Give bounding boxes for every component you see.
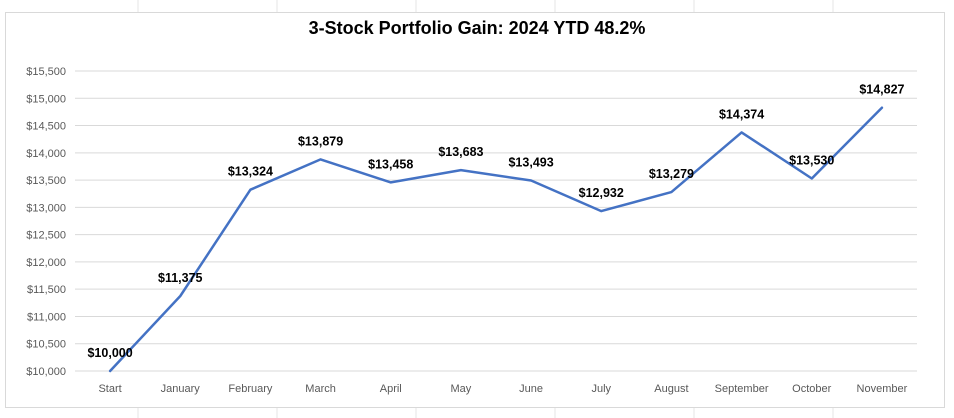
data-point — [529, 178, 533, 182]
x-tick-label: July — [591, 383, 611, 395]
data-label: $13,279 — [649, 167, 694, 181]
data-label: $10,000 — [87, 346, 132, 360]
x-tick-label: Start — [98, 383, 121, 395]
x-tick-label: June — [519, 383, 543, 395]
data-label: $13,683 — [438, 145, 483, 159]
x-tick-label: January — [161, 383, 201, 395]
x-tick-label: April — [380, 383, 402, 395]
x-tick-label: August — [654, 383, 688, 395]
x-tick-label: November — [857, 383, 908, 395]
y-tick-label: $13,000 — [26, 202, 66, 214]
data-point — [108, 369, 112, 373]
x-tick-label: February — [228, 383, 273, 395]
data-label: $14,374 — [719, 107, 764, 121]
y-tick-label: $10,500 — [26, 339, 66, 351]
chart-area[interactable] — [5, 12, 945, 408]
data-label: $13,493 — [508, 155, 553, 169]
data-point — [459, 168, 463, 172]
data-point — [389, 180, 393, 184]
y-tick-label: $11,500 — [27, 284, 66, 296]
data-point — [669, 190, 673, 194]
y-tick-label: $12,500 — [26, 230, 66, 242]
data-point — [880, 106, 884, 110]
data-point — [178, 294, 182, 298]
y-tick-label: $13,500 — [26, 175, 66, 187]
data-label: $14,827 — [859, 83, 904, 97]
y-tick-label: $11,000 — [27, 311, 66, 323]
y-tick-label: $15,000 — [26, 93, 66, 105]
x-tick-label: May — [451, 383, 472, 395]
data-point — [810, 176, 814, 180]
data-label: $13,530 — [789, 153, 834, 167]
x-tick-label: September — [715, 383, 769, 395]
data-label: $11,375 — [158, 271, 203, 285]
data-label: $13,879 — [298, 134, 343, 148]
data-label: $12,932 — [579, 186, 624, 200]
y-tick-label: $14,500 — [26, 121, 66, 133]
series-line — [108, 106, 884, 373]
y-tick-label: $15,500 — [26, 66, 66, 78]
data-point — [740, 130, 744, 134]
chart-title: 3-Stock Portfolio Gain: 2024 YTD 48.2% — [308, 18, 646, 38]
data-label: $13,458 — [368, 157, 413, 171]
data-point — [248, 188, 252, 192]
y-tick-label: $12,000 — [26, 257, 66, 269]
x-tick-label: October — [792, 383, 831, 395]
y-tick-label: $10,000 — [26, 366, 66, 378]
data-point — [319, 157, 323, 161]
data-label: $13,324 — [228, 165, 273, 179]
y-tick-label: $14,000 — [26, 148, 66, 160]
data-point — [599, 209, 603, 213]
x-tick-label: March — [305, 383, 336, 395]
